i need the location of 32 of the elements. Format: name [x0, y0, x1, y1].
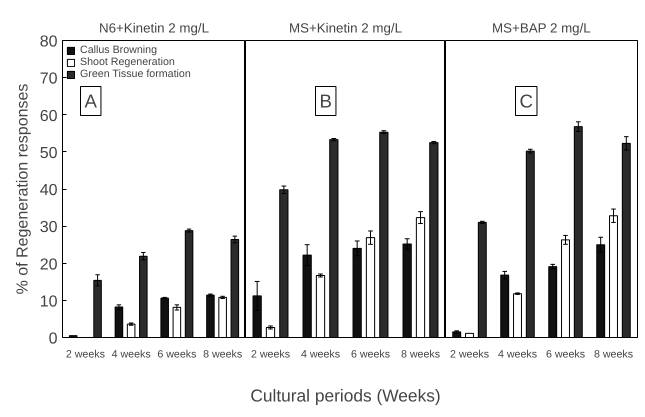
x-tick-label: 6 weeks [157, 348, 196, 360]
x-tick-label: 4 weeks [498, 348, 538, 360]
y-tick-label: 60 [40, 108, 58, 125]
x-axis-title: Cultural periods (Weeks) [250, 386, 441, 406]
x-tick-label: 8 weeks [400, 348, 440, 360]
x-tick-label: 8 weeks [203, 348, 242, 360]
legend-label: Shoot Regeneration [80, 56, 175, 68]
y-tick-label: 50 [40, 144, 58, 162]
x-tick-label: 8 weeks [594, 348, 634, 360]
chart-title: MS+Kinetin 2 mg/L [289, 20, 402, 36]
chart-title: N6+Kinetin 2 mg/L [98, 20, 210, 36]
y-tick-label: 0 [48, 330, 58, 348]
y-tick-label: 20 [40, 256, 58, 274]
x-tick-label: 4 weeks [300, 348, 340, 360]
y-axis-title: % of Regeneration responses [14, 84, 32, 294]
x-tick-label: 2 weeks [66, 348, 105, 360]
annotation: C [520, 90, 533, 112]
x-tick-label: 6 weeks [546, 348, 586, 360]
chart-title: MS+BAP 2 mg/L [492, 20, 591, 36]
annotation: A [84, 90, 98, 112]
annotation: B [320, 90, 332, 112]
x-tick-label: 6 weeks [350, 348, 390, 360]
x-tick-label: 2 weeks [450, 348, 490, 360]
legend-label: Callus Browning [80, 44, 157, 56]
y-tick-label: 70 [40, 70, 58, 88]
x-tick-label: 2 weeks [250, 348, 290, 360]
y-tick-label: 40 [40, 182, 58, 199]
legend-label: Green Tissue formation [80, 68, 191, 80]
y-tick-label: 30 [40, 219, 58, 236]
y-tick-label: 10 [40, 293, 58, 310]
x-tick-label: 4 weeks [112, 348, 151, 360]
y-tick-label: 80 [40, 34, 58, 50]
